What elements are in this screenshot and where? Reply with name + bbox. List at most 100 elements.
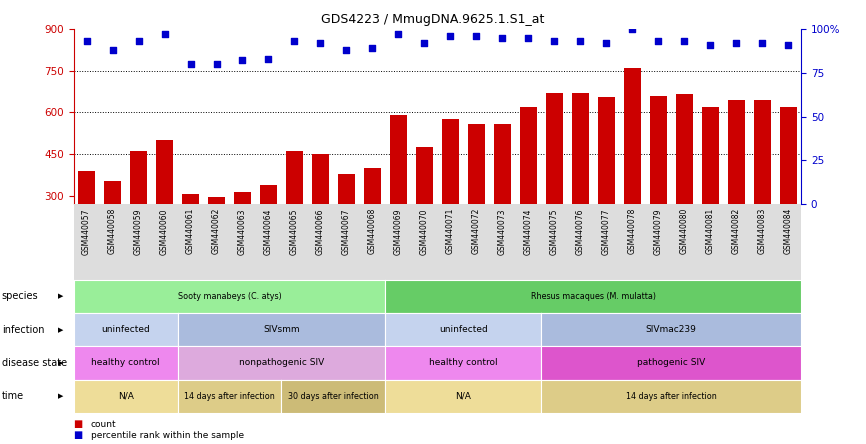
Bar [779, 107, 797, 204]
Bar [234, 192, 251, 204]
Text: ▶: ▶ [58, 293, 63, 299]
Point [210, 60, 223, 67]
Text: GSM440059: GSM440059 [134, 208, 143, 254]
Text: GSM440075: GSM440075 [550, 208, 559, 254]
Text: GSM440069: GSM440069 [394, 208, 403, 254]
Text: GDS4223 / MmugDNA.9625.1.S1_at: GDS4223 / MmugDNA.9625.1.S1_at [321, 13, 545, 26]
Point [443, 32, 457, 40]
Point [158, 31, 171, 38]
Point [262, 55, 275, 62]
Bar [520, 107, 537, 204]
Point [80, 38, 94, 45]
Bar [494, 123, 511, 204]
Bar [182, 194, 199, 204]
Bar [208, 197, 225, 204]
Point [521, 34, 535, 41]
Text: N/A: N/A [456, 392, 471, 401]
Text: GSM440065: GSM440065 [290, 208, 299, 254]
Text: GSM440057: GSM440057 [82, 208, 91, 254]
Text: uninfected: uninfected [439, 325, 488, 334]
Point [573, 38, 587, 45]
Text: GSM440078: GSM440078 [628, 208, 637, 254]
Text: GSM440067: GSM440067 [342, 208, 351, 254]
Point [651, 38, 665, 45]
Text: N/A: N/A [118, 392, 133, 401]
Text: ▶: ▶ [58, 327, 63, 333]
Bar [753, 100, 771, 204]
Text: GSM440083: GSM440083 [758, 208, 766, 254]
Text: GSM440074: GSM440074 [524, 208, 533, 254]
Bar [442, 119, 459, 204]
Point [236, 57, 249, 64]
Point [391, 31, 405, 38]
Text: ■: ■ [74, 419, 83, 429]
Point [365, 44, 379, 52]
Bar [104, 181, 121, 204]
Text: healthy control: healthy control [429, 358, 498, 368]
Text: GSM440077: GSM440077 [602, 208, 611, 254]
Text: infection: infection [2, 325, 44, 335]
Point [495, 34, 509, 41]
Bar [286, 151, 303, 204]
Text: time: time [2, 391, 24, 401]
Text: GSM440063: GSM440063 [238, 208, 247, 254]
Point [288, 38, 301, 45]
Text: Sooty manabeys (C. atys): Sooty manabeys (C. atys) [178, 292, 281, 301]
Text: count: count [91, 420, 117, 428]
Bar [156, 140, 173, 204]
Text: 30 days after infection: 30 days after infection [288, 392, 378, 401]
Bar [468, 123, 485, 204]
Bar [260, 185, 277, 204]
Bar [624, 68, 641, 204]
Text: GSM440064: GSM440064 [264, 208, 273, 254]
Text: GSM440084: GSM440084 [784, 208, 792, 254]
Point [469, 32, 483, 40]
Text: Rhesus macaques (M. mulatta): Rhesus macaques (M. mulatta) [531, 292, 656, 301]
Bar [598, 97, 615, 204]
Bar [675, 94, 693, 204]
Bar [650, 95, 667, 204]
Text: GSM440066: GSM440066 [316, 208, 325, 254]
Bar [364, 168, 381, 204]
Bar [727, 100, 745, 204]
Point [781, 41, 795, 48]
Text: GSM440071: GSM440071 [446, 208, 455, 254]
Text: percentile rank within the sample: percentile rank within the sample [91, 431, 244, 440]
Text: SIVmac239: SIVmac239 [646, 325, 696, 334]
Text: GSM440081: GSM440081 [706, 208, 714, 254]
Text: 14 days after infection: 14 days after infection [184, 392, 275, 401]
Text: GSM440072: GSM440072 [472, 208, 481, 254]
Text: GSM440082: GSM440082 [732, 208, 740, 254]
Point [703, 41, 717, 48]
Point [729, 40, 743, 47]
Point [547, 38, 561, 45]
Bar [130, 151, 147, 204]
Point [677, 38, 691, 45]
Text: GSM440073: GSM440073 [498, 208, 507, 254]
Text: 14 days after infection: 14 days after infection [626, 392, 716, 401]
Bar [416, 147, 433, 204]
Text: nonpathogenic SIV: nonpathogenic SIV [239, 358, 324, 368]
Point [184, 60, 197, 67]
Point [599, 40, 613, 47]
Point [313, 40, 327, 47]
Point [417, 40, 431, 47]
Point [132, 38, 145, 45]
Bar [572, 93, 589, 204]
Text: GSM440058: GSM440058 [108, 208, 117, 254]
Bar [78, 171, 95, 204]
Point [106, 46, 120, 53]
Text: GSM440061: GSM440061 [186, 208, 195, 254]
Text: GSM440076: GSM440076 [576, 208, 585, 254]
Text: GSM440079: GSM440079 [654, 208, 662, 254]
Point [625, 25, 639, 32]
Text: ■: ■ [74, 430, 83, 440]
Text: healthy control: healthy control [91, 358, 160, 368]
Text: disease state: disease state [2, 358, 67, 368]
Point [339, 46, 353, 53]
Text: ▶: ▶ [58, 393, 63, 399]
Point [755, 40, 769, 47]
Text: GSM440062: GSM440062 [212, 208, 221, 254]
Text: GSM440070: GSM440070 [420, 208, 429, 254]
Text: uninfected: uninfected [101, 325, 150, 334]
